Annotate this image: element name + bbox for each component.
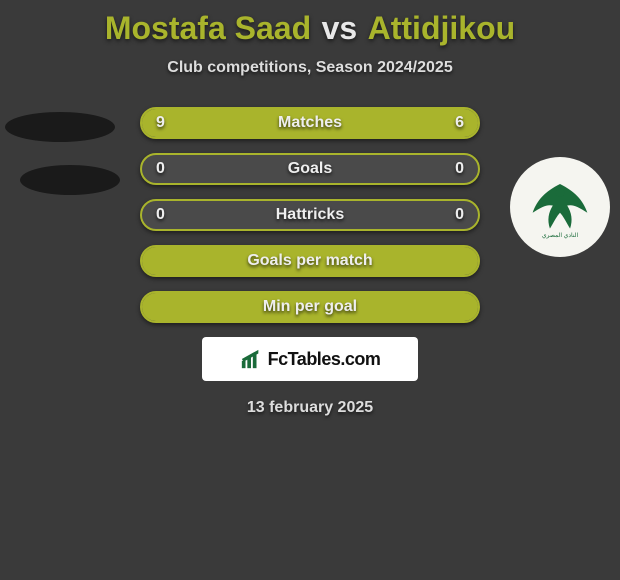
content-area: النادي المصري 96Matches 00Goals 00Hattrick…: [0, 107, 620, 417]
subtitle: Club competitions, Season 2024/2025: [0, 59, 620, 77]
stat-bar: 00Goals: [140, 153, 480, 185]
player2-club-logo: النادي المصري: [510, 157, 610, 257]
vs-text: vs: [322, 10, 358, 46]
stat-bars-container: 96Matches 00Goals 00Hattricks Goals per mat…: [140, 107, 480, 323]
page-title: Mostafa Saad vs Attidjikou: [0, 0, 620, 47]
player1-name: Mostafa Saad: [105, 10, 311, 46]
stat-bar: 96Matches: [140, 107, 480, 139]
player1-badge-shadow-1: [5, 112, 115, 142]
fctables-text: FcTables.com: [268, 349, 381, 370]
stat-label: Goals: [142, 155, 478, 183]
player2-name: Attidjikou: [368, 10, 516, 46]
player1-badge-shadow-2: [20, 165, 120, 195]
stat-label: Min per goal: [142, 293, 478, 321]
club-name-arabic: النادي المصري: [542, 233, 578, 239]
date-text: 13 february 2025: [0, 399, 620, 417]
fctables-logo: FcTables.com: [202, 337, 418, 381]
stat-label: Hattricks: [142, 201, 478, 229]
stat-bar: 00Hattricks: [140, 199, 480, 231]
stat-bar: Min per goal: [140, 291, 480, 323]
stat-label: Goals per match: [142, 247, 478, 275]
bar-chart-icon: [240, 348, 262, 370]
stat-label: Matches: [142, 109, 478, 137]
stat-bar: Goals per match: [140, 245, 480, 277]
